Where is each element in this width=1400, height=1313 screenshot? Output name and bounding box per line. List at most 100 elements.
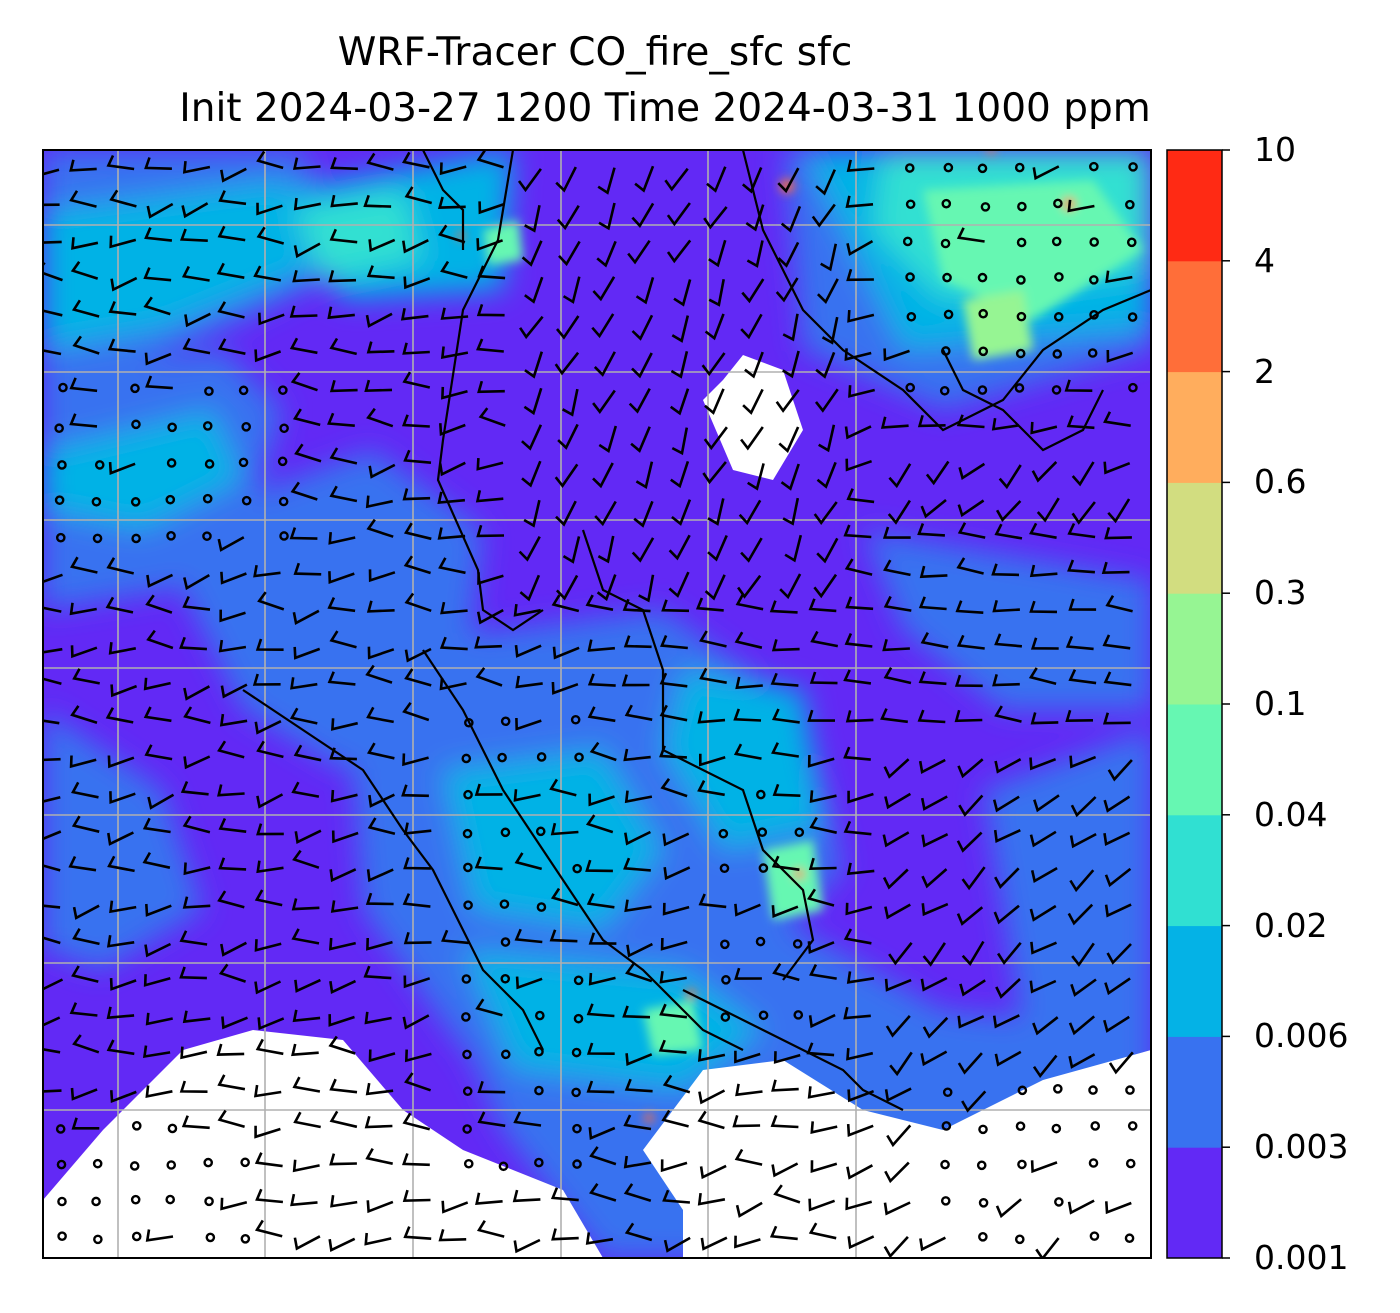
calm-circle xyxy=(941,346,951,356)
wind-barb xyxy=(961,866,986,891)
wind-barb xyxy=(621,674,650,687)
calm-circle xyxy=(130,497,141,507)
wind-barb xyxy=(586,1042,615,1055)
wind-barb xyxy=(883,1201,911,1216)
wind-barb xyxy=(289,337,318,355)
wind-barb xyxy=(218,963,247,983)
wind-barb xyxy=(624,790,653,804)
calm-circle xyxy=(165,1194,176,1205)
calm-circle xyxy=(1051,385,1062,395)
wind-barb xyxy=(218,639,247,653)
wind-barb xyxy=(883,758,910,779)
calm-circle xyxy=(572,863,582,874)
wind-barb xyxy=(1067,522,1096,539)
wind-barb xyxy=(884,978,912,992)
wind-barb xyxy=(292,1159,320,1173)
wind-barb xyxy=(404,186,433,205)
wind-barb xyxy=(846,1124,874,1137)
wind-barb xyxy=(958,462,986,481)
wind-barb xyxy=(659,745,687,759)
wind-barb xyxy=(366,518,394,538)
wind-barb xyxy=(524,204,541,233)
wind-barb xyxy=(885,1015,911,1038)
wind-barb xyxy=(1102,634,1131,650)
calm-circle xyxy=(167,422,177,433)
wind-barb xyxy=(884,792,912,810)
wind-barb xyxy=(43,668,62,686)
wind-barb xyxy=(327,412,355,427)
wind-barb xyxy=(1032,165,1060,181)
wind-barb xyxy=(816,537,839,564)
wind-barb xyxy=(846,159,875,173)
wind-barb xyxy=(587,673,616,687)
calm-circle xyxy=(131,1121,142,1131)
calm-circle xyxy=(1053,312,1064,322)
wind-barb xyxy=(745,204,765,232)
wind-barb xyxy=(697,711,726,724)
wind-barb xyxy=(476,238,504,252)
wind-barb xyxy=(221,1016,248,1030)
wind-barb xyxy=(477,1111,506,1128)
wind-barb xyxy=(253,265,282,282)
calm-circle xyxy=(941,198,952,209)
wind-barb xyxy=(143,974,171,987)
wind-barb xyxy=(1028,667,1057,685)
calm-circle xyxy=(1124,1233,1135,1244)
colorbar-segment xyxy=(1167,593,1222,705)
wind-barb xyxy=(183,862,211,876)
coastline xyxy=(422,649,744,1051)
wind-barb xyxy=(697,1110,725,1130)
wind-barb xyxy=(328,1237,356,1253)
wind-barb xyxy=(994,758,1022,774)
wind-barb xyxy=(1105,595,1133,613)
wind-barb xyxy=(591,313,615,339)
wind-barb xyxy=(956,227,985,243)
wind-barb xyxy=(1068,1053,1096,1069)
wind-barb xyxy=(771,742,799,758)
wind-barb xyxy=(1065,635,1094,651)
wind-barb xyxy=(956,557,984,575)
calm-circle xyxy=(1127,312,1138,322)
wind-barb xyxy=(957,522,986,539)
wind-barb xyxy=(69,159,97,172)
wind-barb xyxy=(1070,978,1097,997)
calm-circle xyxy=(497,752,507,763)
calm-circle xyxy=(978,346,989,357)
wind-barb xyxy=(475,667,503,687)
calm-circle xyxy=(572,1159,582,1169)
colorbar-tick-label: 0.04 xyxy=(1254,794,1328,834)
wind-barb xyxy=(773,1184,801,1204)
wind-barb xyxy=(367,817,396,835)
wind-barb xyxy=(292,609,320,625)
wind-barb xyxy=(253,564,281,578)
wind-barb xyxy=(330,789,358,803)
wind-barb xyxy=(294,443,322,463)
wind-barb xyxy=(887,499,911,525)
wind-barb xyxy=(363,965,392,980)
wind-barb xyxy=(882,638,910,652)
wind-barb xyxy=(994,633,1023,648)
wind-barb xyxy=(1030,941,1058,955)
wind-barb xyxy=(366,265,395,280)
colorbar-segment xyxy=(1167,1036,1222,1148)
wind-barb xyxy=(732,1115,761,1128)
calm-circle xyxy=(130,383,140,394)
wind-barb xyxy=(994,1050,1022,1067)
calm-circle xyxy=(92,533,103,544)
wind-barb xyxy=(366,868,394,883)
wind-barb xyxy=(144,157,172,170)
wind-barb xyxy=(293,197,322,211)
wind-barb xyxy=(365,1082,394,1096)
wind-barb xyxy=(329,447,358,465)
calm-circle xyxy=(942,1087,953,1098)
wind-barb xyxy=(699,753,726,767)
wind-barb xyxy=(474,856,503,871)
wind-barb xyxy=(108,300,137,316)
wind-barb xyxy=(72,928,100,946)
calm-circle xyxy=(1051,1123,1062,1134)
calm-circle xyxy=(572,1123,582,1134)
wind-barb xyxy=(699,630,727,648)
wind-barb xyxy=(954,674,983,688)
wind-barb xyxy=(735,676,763,690)
